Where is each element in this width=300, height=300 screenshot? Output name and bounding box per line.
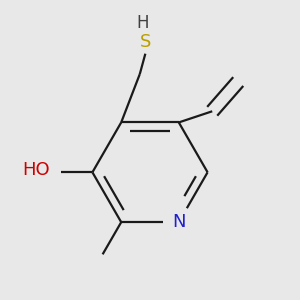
Text: H: H <box>136 14 148 32</box>
Text: S: S <box>140 33 151 51</box>
Text: HO: HO <box>22 161 50 179</box>
Text: N: N <box>172 213 185 231</box>
